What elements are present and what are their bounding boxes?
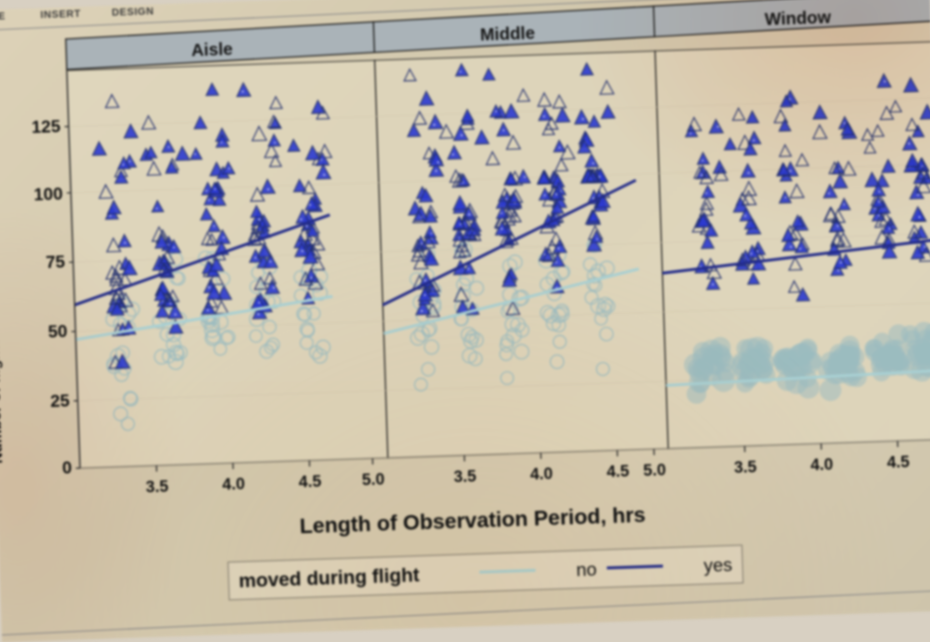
svg-text:75: 75 xyxy=(45,252,65,273)
svg-text:0: 0 xyxy=(62,457,72,477)
svg-text:4.0: 4.0 xyxy=(222,475,245,494)
svg-text:Aisle: Aisle xyxy=(191,39,233,60)
svg-text:5.0: 5.0 xyxy=(643,461,666,480)
svg-text:4.5: 4.5 xyxy=(887,453,910,472)
svg-text:4.5: 4.5 xyxy=(606,462,629,481)
svg-text:125: 125 xyxy=(31,116,61,137)
svg-text:yes: yes xyxy=(703,554,732,576)
svg-text:Number of flights: Number of flights xyxy=(0,337,6,464)
svg-text:no: no xyxy=(576,558,597,580)
svg-text:4.5: 4.5 xyxy=(298,473,321,492)
svg-text:3.5: 3.5 xyxy=(453,467,476,486)
svg-text:Length of Observation Period,: Length of Observation Period, hrs xyxy=(299,503,646,538)
svg-text:3.5: 3.5 xyxy=(734,458,757,477)
svg-text:5.0: 5.0 xyxy=(362,471,385,490)
svg-text:Window: Window xyxy=(764,7,831,29)
svg-text:4.0: 4.0 xyxy=(530,465,553,484)
svg-text:Middle: Middle xyxy=(480,23,536,45)
svg-text:100: 100 xyxy=(33,183,63,204)
svg-text:3.5: 3.5 xyxy=(146,478,169,497)
svg-text:50: 50 xyxy=(48,321,68,342)
svg-text:4.0: 4.0 xyxy=(810,456,833,475)
svg-text:25: 25 xyxy=(50,390,70,411)
